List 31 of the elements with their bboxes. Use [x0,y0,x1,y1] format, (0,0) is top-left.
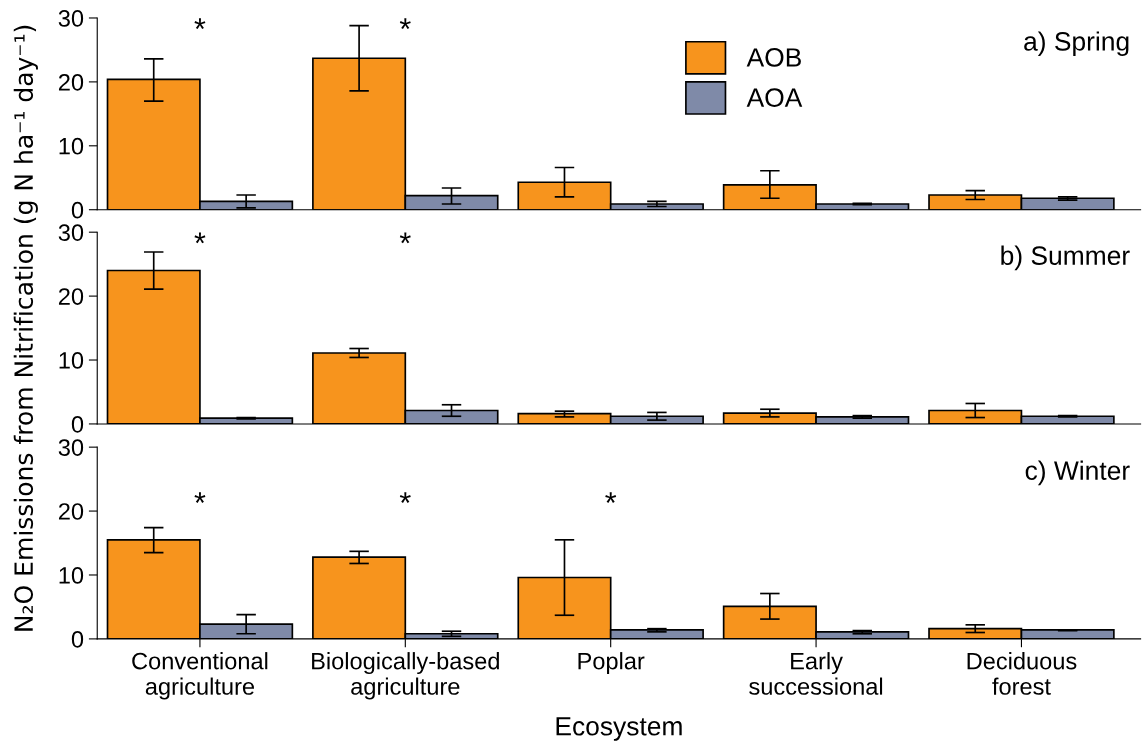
annotation: * [194,492,206,503]
y-tick-label: 20 [58,503,84,520]
annotation: * [605,492,617,503]
annotation: * [399,18,411,30]
y-tick-label: 0 [71,416,84,433]
y-tick-label: 0 [71,201,84,219]
chart-title: b) Summer [1001,245,1130,271]
x-tick-label: Conventional agriculture [132,652,268,700]
chart-title: a) Spring [1024,31,1129,56]
annotation: * [194,18,206,30]
y-tick-label: 20 [58,288,84,305]
y-tick-label: 30 [58,10,84,27]
annotation: * [399,492,411,503]
y-tick-label: 30 [58,439,84,456]
x-tick-label: Biologically-based agriculture [312,652,499,700]
y-axis-title: N₂O Emissions from Nitrification (g N ha⁻¹ day⁻¹) [13,25,38,631]
annotation: * [399,232,411,244]
legend-label: AOB [746,48,801,67]
y-tick-label: 0 [71,630,84,648]
x-tick-label: Poplar [578,652,645,675]
x-tick-label: Early successional [749,652,883,695]
y-tick-label: 30 [58,224,84,241]
y-tick-label: 10 [59,567,84,584]
y-tick-label: 10 [59,352,84,369]
x-tick-label: Deciduous forest [967,652,1077,695]
annotation: * [194,232,206,244]
chart-title: c) Winter [1025,460,1130,486]
y-tick-label: 10 [59,137,84,155]
x-axis-title: Ecosystem [556,717,682,741]
legend-label: AOA [746,88,803,107]
y-tick-label: 20 [58,73,84,91]
